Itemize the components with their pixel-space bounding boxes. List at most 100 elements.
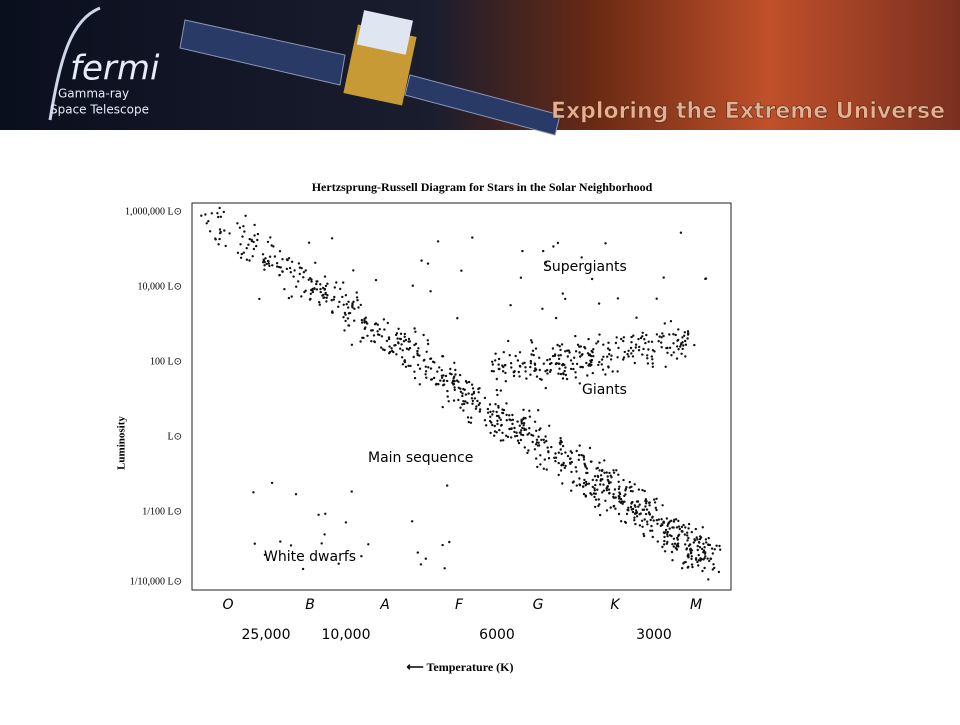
star-dot [416,349,419,353]
star-dot [684,339,687,343]
star-dot [239,243,242,246]
star-dot [442,384,445,387]
star-dot [510,366,513,369]
star-dot [534,347,538,350]
star-dot [399,347,402,350]
star-dot [550,361,553,365]
star-dot [608,353,611,356]
star-dot [325,300,328,303]
star-dot [278,274,281,277]
star-dot [378,328,381,331]
star-dot [690,551,693,555]
star-dot [568,351,571,354]
star-dot [338,300,341,304]
star-dot [590,493,593,496]
star-dot [582,485,585,488]
star-dot [665,542,669,545]
star-dot [241,235,244,238]
star-dot [532,353,535,357]
star-dot [589,359,592,362]
star-dot [499,439,503,442]
star-dot [517,370,520,374]
star-dot [573,356,576,359]
star-dot [690,555,693,558]
star-dot [244,214,247,217]
star-dot [620,337,623,341]
star-dot [268,255,272,258]
star-dot [570,489,573,492]
star-dot [650,355,653,358]
star-dot [670,550,674,554]
star-dot [563,363,566,366]
star-dot [674,547,678,550]
star-dot [522,424,525,427]
star-dot [641,488,644,492]
star-dot [599,474,603,477]
star-dot [623,500,626,503]
star-dot [601,491,604,494]
star-dot [628,480,631,484]
star-dot [464,400,467,403]
star-dot [661,504,664,507]
star-dot [643,518,646,521]
star-dot [700,547,704,551]
spectral-class: G [533,597,544,613]
star-dot [289,271,292,274]
star-dot [569,367,573,371]
star-dot [560,440,563,444]
star-dot [564,464,567,468]
star-dot [551,347,555,350]
star-dot [430,378,433,381]
star-dot [397,327,400,330]
star-dot [515,431,518,434]
star-dot [662,334,665,338]
star-dot [425,376,428,379]
star-dot [258,297,261,301]
star-dot [599,479,602,482]
star-dot [279,540,282,543]
star-dot [701,526,704,529]
star-dot [578,382,581,385]
star-dot [516,439,520,442]
star-dot [508,414,511,417]
star-dot [501,408,504,411]
star-dot [502,439,505,442]
star-dot [706,557,709,560]
y-tick-label: 100 L⊙ [150,356,182,367]
star-dot [497,357,501,361]
star-dot [469,421,473,424]
star-dot [589,364,592,367]
star-dot [666,533,669,536]
star-dot [539,454,542,457]
star-dot [448,540,451,544]
star-dot [300,295,303,298]
star-dot [712,563,715,566]
star-dot [594,492,597,495]
star-dot [703,557,706,560]
star-dot [459,387,462,390]
star-dot [683,334,686,337]
star-dot [686,333,690,336]
star-dot [577,453,581,457]
star-dot [692,541,695,544]
star-dot [341,295,344,299]
star-dot [672,545,675,548]
star-dot [591,485,594,489]
star-dot [441,355,445,358]
star-dot [289,544,293,547]
star-dot [601,478,604,481]
star-dot [619,497,623,501]
star-dot [453,388,456,392]
star-dot [275,262,279,265]
star-dot [672,351,675,354]
star-dot [598,333,601,336]
star-dot [702,542,705,545]
star-dot [655,508,658,512]
star-dot [252,240,255,244]
star-dot [687,555,690,559]
star-dot [534,368,538,371]
star-dot [560,452,563,455]
star-dot [641,331,644,334]
star-dot [464,393,468,396]
star-dot [623,520,627,524]
